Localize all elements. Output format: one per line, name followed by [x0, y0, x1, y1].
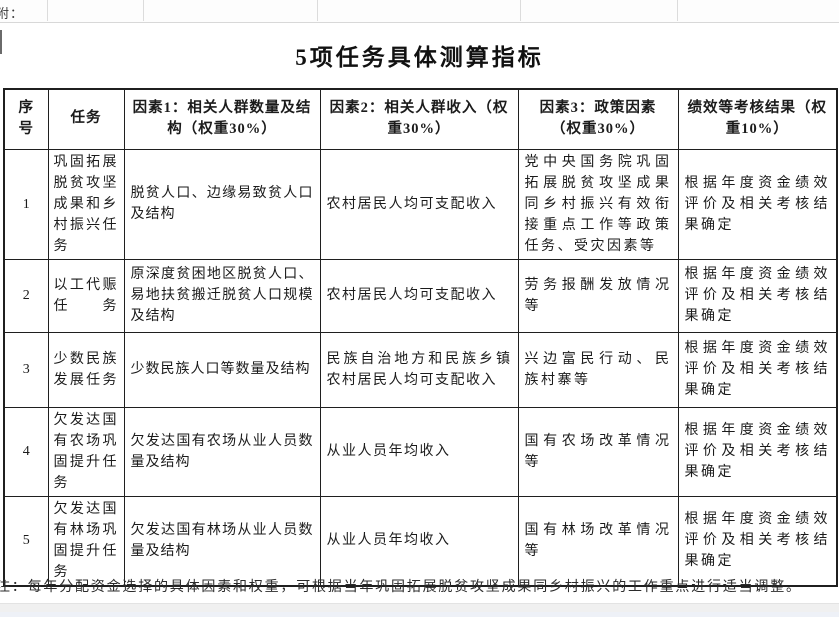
- col-header-performance: 绩效等考核结果（权重10%）: [677, 88, 838, 150]
- cell-factor3: 国有林场改革情况等: [517, 495, 679, 586]
- grid-line: [47, 0, 48, 21]
- grid-line: [677, 0, 678, 21]
- cell-factor2: 从业人员年均收入: [319, 406, 519, 497]
- col-header-serial: 序号: [3, 88, 49, 150]
- table-row: 3 少数民族发展任务 少数民族人口等数量及结构 民族自治地方和民族乡镇农村居民人…: [3, 331, 838, 408]
- cell-factor3: 兴边富民行动、民族村寨等: [517, 331, 679, 408]
- cell-factor1: 欠发达国有农场从业人员数量及结构: [123, 406, 321, 497]
- cell-task: 少数民族发展任务: [47, 331, 125, 408]
- cell-serial: 5: [3, 495, 49, 586]
- page-title: 5项任务具体测算指标: [295, 45, 544, 70]
- cell-factor3: 国有农场改革情况等: [517, 406, 679, 497]
- col-header-factor1: 因素1：相关人群数量及结构（权重30%）: [123, 88, 321, 150]
- cell-factor1: 少数民族人口等数量及结构: [123, 331, 321, 408]
- cell-factor1: 原深度贫困地区脱贫人口、易地扶贫搬迁脱贫人口规模及结构: [123, 258, 321, 333]
- cell-factor1: 脱贫人口、边缘易致贫人口及结构: [123, 148, 321, 260]
- cell-factor2: 农村居民人均可支配收入: [319, 258, 519, 333]
- left-edge-artifact: [0, 30, 2, 54]
- cell-factor3: 党中央国务院巩固拓展脱贫攻坚成果同乡村振兴有效衔接重点工作等政策任务、受灾因素等: [517, 148, 679, 260]
- indicator-table: 序号 任务 因素1：相关人群数量及结构（权重30%） 因素2：相关人群收入（权重…: [3, 88, 838, 587]
- col-header-factor2: 因素2：相关人群收入（权重30%）: [319, 88, 519, 150]
- col-header-task: 任务: [47, 88, 125, 150]
- cell-task: 欠发达国有农场巩固提升任务: [47, 406, 125, 497]
- cell-task: 欠发达国有林场巩固提升任务: [47, 495, 125, 586]
- table-header-row: 序号 任务 因素1：相关人群数量及结构（权重30%） 因素2：相关人群收入（权重…: [3, 88, 838, 150]
- attachment-label: 附：: [0, 6, 25, 21]
- cell-factor2: 从业人员年均收入: [319, 495, 519, 586]
- cell-serial: 4: [3, 406, 49, 497]
- cell-serial: 3: [3, 331, 49, 408]
- cell-task: 以工代赈任务: [47, 258, 125, 333]
- grid-line: [143, 0, 144, 21]
- grid-line: [317, 0, 318, 21]
- cell-task: 巩固拓展脱贫攻坚成果和乡村振兴任务: [47, 148, 125, 260]
- spreadsheet-top-row: 附：: [0, 0, 839, 23]
- table-row: 4 欠发达国有农场巩固提升任务 欠发达国有农场从业人员数量及结构 从业人员年均收…: [3, 406, 838, 497]
- cell-factor2: 民族自治地方和民族乡镇农村居民人均可支配收入: [319, 331, 519, 408]
- table-row: 1 巩固拓展脱贫攻坚成果和乡村振兴任务 脱贫人口、边缘易致贫人口及结构 农村居民…: [3, 148, 838, 260]
- cell-performance: 根据年度资金绩效评价及相关考核结果确定: [677, 406, 838, 497]
- cell-serial: 2: [3, 258, 49, 333]
- cell-factor1: 欠发达国有林场从业人员数量及结构: [123, 495, 321, 586]
- cell-serial: 1: [3, 148, 49, 260]
- cell-performance: 根据年度资金绩效评价及相关考核结果确定: [677, 258, 838, 333]
- cell-factor3: 劳务报酬发放情况等: [517, 258, 679, 333]
- bottom-gray-strip: [0, 603, 839, 613]
- bottom-bar: [0, 612, 839, 617]
- table-row: 2 以工代赈任务 原深度贫困地区脱贫人口、易地扶贫搬迁脱贫人口规模及结构 农村居…: [3, 258, 838, 333]
- table-row: 5 欠发达国有林场巩固提升任务 欠发达国有林场从业人员数量及结构 从业人员年均收…: [3, 495, 838, 586]
- grid-line: [520, 0, 521, 21]
- cell-performance: 根据年度资金绩效评价及相关考核结果确定: [677, 495, 838, 586]
- cell-factor2: 农村居民人均可支配收入: [319, 148, 519, 260]
- footnote: 注：每年分配资金选择的具体因素和权重，可根据当年巩固拓展脱贫攻坚成果同乡村振兴的…: [0, 580, 802, 595]
- col-header-factor3: 因素3：政策因素（权重30%）: [517, 88, 679, 150]
- cell-performance: 根据年度资金绩效评价及相关考核结果确定: [677, 148, 838, 260]
- cell-performance: 根据年度资金绩效评价及相关考核结果确定: [677, 331, 838, 408]
